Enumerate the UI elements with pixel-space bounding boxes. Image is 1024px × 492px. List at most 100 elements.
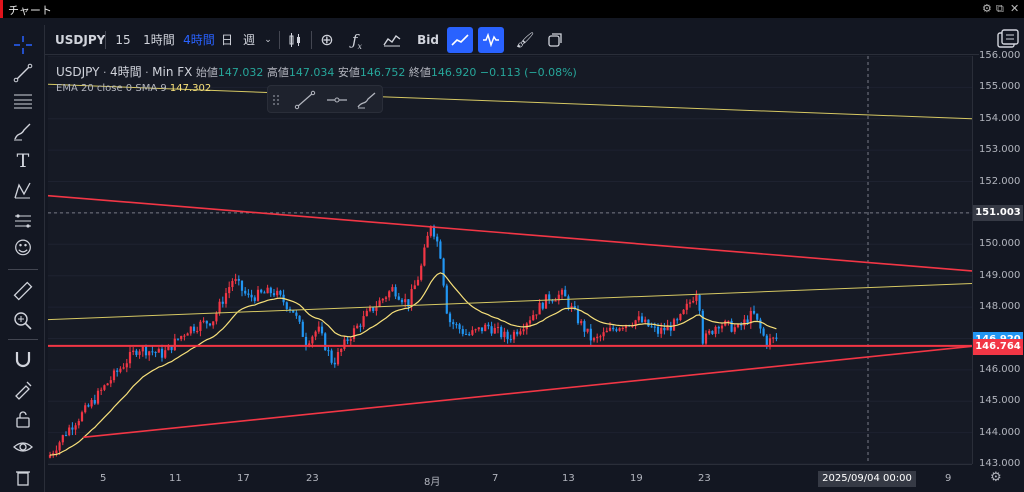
candle-body [560,289,564,295]
interval-1h[interactable]: 1時間 [143,33,175,47]
symbol-button[interactable]: USDJPY [55,33,106,47]
layout-toggle-icon[interactable] [995,28,1021,52]
candle-body [743,319,746,326]
candle-body [493,327,496,334]
candle-body [167,345,170,351]
candle-body [359,325,362,327]
candle-body [727,320,730,322]
ema-value: 147.302 [169,83,212,94]
price-chart-svg [48,56,972,464]
candle-body [580,321,583,324]
legend-high-label: 高値 [266,66,289,79]
candles-icon[interactable] [283,25,307,55]
candle-body [541,302,544,309]
interval-15m[interactable]: 15分 [115,33,131,77]
interval-dropdown-icon[interactable]: ⌄ [264,35,272,45]
brush-tool-icon[interactable]: 🖌 [515,31,535,49]
popout-icon[interactable]: ⧉ [996,2,1004,15]
candle-body [173,338,176,351]
layout-icon[interactable] [542,25,568,55]
indicators-icon[interactable]: ƒx [351,31,363,51]
candle-body [538,302,541,315]
candle-body [64,435,68,437]
candle-body [343,339,346,349]
forecast-icon[interactable] [9,207,37,235]
candle-body [276,290,279,296]
interval-day[interactable]: 日 [220,33,233,47]
brush-tool-icon[interactable] [356,90,378,110]
candle-body [448,313,452,323]
brush-icon[interactable] [9,117,37,145]
candle-body [138,351,141,355]
candle-body [378,300,381,307]
compare-add-icon[interactable]: ⊕ [320,30,334,49]
chart-grid [48,56,972,464]
candle-body [372,307,375,311]
trash-icon[interactable] [9,463,37,491]
candle-body [420,265,423,280]
settings-icon[interactable]: ⚙ [982,2,992,15]
ema-label[interactable]: EMA 20 close 0 SMA 9 [56,83,167,94]
candle-body [599,336,602,338]
candle-body [48,455,52,458]
candle-body [656,327,660,334]
ruler-icon[interactable] [9,277,37,305]
candle-body [416,279,420,286]
candle-body [349,339,352,341]
lock-icon[interactable] [9,405,37,433]
candle-body [74,425,77,430]
magnet-icon[interactable] [9,345,37,373]
candle-body [592,338,596,341]
lock-draw-icon[interactable] [9,375,37,403]
candle-body [551,300,554,302]
horizontal-line-tool-icon[interactable] [326,90,348,110]
trend-line-tool-icon[interactable] [294,90,316,110]
candle-body [720,325,724,329]
candle-body [618,328,621,331]
chart-pane[interactable] [48,56,972,464]
emoji-icon[interactable]: ☺ [13,238,33,259]
candle-body [698,295,701,311]
candle-body [151,351,154,353]
chart-settings-icon[interactable]: ⚙ [990,470,1002,485]
candle-body [480,327,484,332]
candle-body [612,327,615,330]
candle-body [250,294,253,298]
close-icon[interactable]: ✕ [1010,2,1020,15]
time-scale[interactable]: 5 11 17 23 8月 7 13 19 23 9 2025/09/04 00:00 [48,464,972,492]
fib-icon[interactable] [9,87,37,115]
templates-icon[interactable] [379,25,405,55]
oscillator-icon[interactable] [478,27,504,53]
price-scale[interactable]: 156.000 155.000 154.000 153.000 152.000 151.0… [972,50,1024,469]
candle-body [496,327,500,329]
price-type-button[interactable]: Bid [417,33,439,47]
candle-body [615,329,618,331]
zoom-icon[interactable] [9,307,37,335]
crosshair-icon[interactable] [9,31,37,59]
candle-body [426,235,429,248]
legend-open-label: 始値 [195,66,218,79]
candle-body [148,351,151,356]
window-titlebar: チャート ⚙ ⧉ ✕ [0,0,1024,18]
time-tick: 23 [306,473,319,484]
legend-low-label: 安値 [337,66,360,79]
candle-body [301,321,304,337]
candle-body [52,453,55,456]
legend-separator: · [145,66,149,79]
text-icon[interactable]: T [16,150,30,172]
candle-body [679,314,682,321]
trend-line-icon[interactable] [9,59,37,87]
candle-body [429,226,432,236]
interval-4h[interactable]: 4時間 [183,33,215,47]
eye-icon[interactable] [9,433,37,461]
candle-body [106,383,109,386]
candle-body [532,315,535,321]
drag-handle-icon[interactable] [271,90,281,110]
legend-symbol[interactable]: USDJPY [56,65,100,79]
interval-week[interactable]: 週 [242,33,255,47]
candle-body [432,226,436,237]
candle-body [464,333,468,335]
pattern-icon[interactable] [9,177,37,205]
candle-body [663,327,666,331]
line-chart-icon[interactable] [447,27,473,53]
